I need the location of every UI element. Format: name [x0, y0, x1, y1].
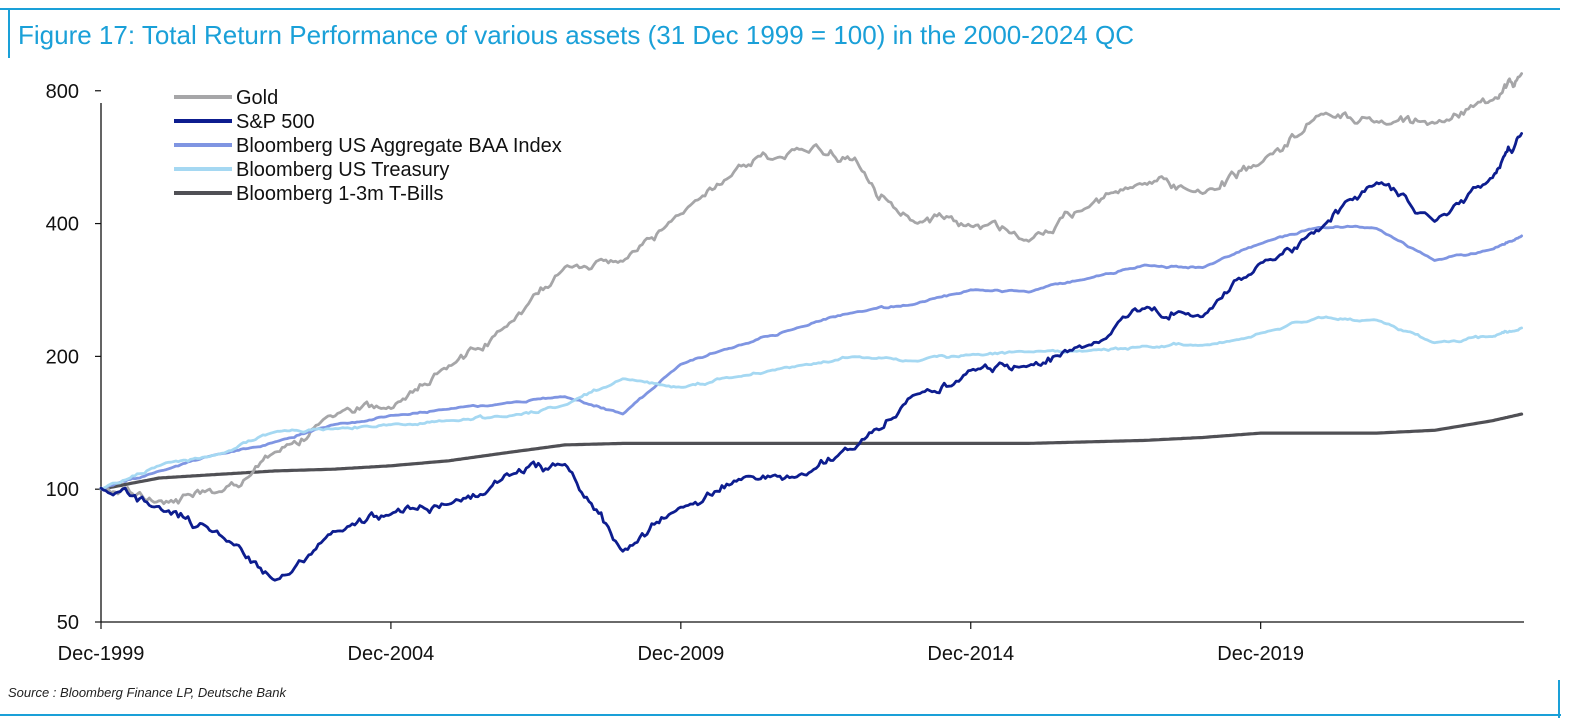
legend-label: Gold — [236, 87, 278, 109]
legend-label: Bloomberg US Treasury — [236, 159, 449, 181]
x-tick-label: Dec-1999 — [58, 643, 145, 665]
legend-label: Bloomberg 1-3m T-Bills — [236, 183, 443, 205]
series-line-bloomberg-us-aggregate-baa-index — [99, 224, 1523, 491]
right-border — [1558, 680, 1560, 718]
source-note: Source : Bloomberg Finance LP, Deutsche … — [8, 685, 286, 700]
y-tick-label: 100 — [46, 479, 79, 501]
legend-label: Bloomberg US Aggregate BAA Index — [236, 135, 562, 157]
series-line-gold — [99, 72, 1523, 506]
y-tick-label: 800 — [46, 81, 79, 103]
x-tick-label: Dec-2019 — [1217, 643, 1304, 665]
figure-title: Figure 17: Total Return Performance of v… — [18, 20, 1134, 50]
y-tick-label: 50 — [57, 612, 79, 634]
axes: 50 100 200 400 800 Dec-1999 Dec-2004 Dec-2009 De… — [46, 81, 1524, 665]
series-line-bloomberg-1-3m-t-bills — [99, 412, 1524, 491]
legend-label: S&P 500 — [236, 111, 315, 133]
y-tick-label: 400 — [46, 214, 79, 236]
bottom-border — [0, 714, 1561, 716]
series-line-bloomberg-us-treasury — [99, 315, 1523, 491]
x-tick-label: Dec-2014 — [927, 643, 1014, 665]
top-border — [0, 8, 1560, 10]
x-tick-label: Dec-2004 — [348, 643, 435, 665]
left-border — [8, 8, 10, 58]
series-line-s-p-500 — [99, 132, 1523, 582]
x-tick-label: Dec-2009 — [637, 643, 724, 665]
series-layer — [99, 72, 1524, 582]
y-tick-label: 200 — [46, 346, 79, 368]
